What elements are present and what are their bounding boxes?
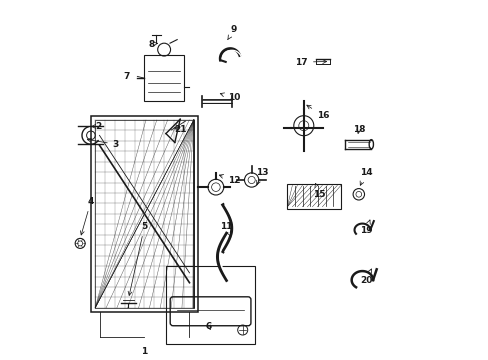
Text: 4: 4 (80, 197, 94, 235)
Text: 20: 20 (359, 269, 371, 284)
Text: 13: 13 (256, 168, 268, 185)
Text: 16: 16 (306, 105, 328, 120)
Text: 10: 10 (220, 93, 240, 102)
Text: 1: 1 (141, 347, 147, 356)
Text: 21: 21 (174, 126, 186, 135)
Text: 12: 12 (219, 175, 240, 185)
Text: 5: 5 (128, 222, 147, 296)
Text: 8: 8 (148, 40, 157, 49)
Text: 9: 9 (227, 26, 237, 40)
Text: 11: 11 (220, 222, 232, 237)
Text: 7: 7 (123, 72, 129, 81)
Text: 15: 15 (313, 183, 325, 199)
Text: 6: 6 (205, 322, 211, 331)
Text: 3: 3 (87, 138, 119, 149)
Text: 2: 2 (91, 122, 101, 131)
Text: 17: 17 (295, 58, 326, 67)
Text: 14: 14 (359, 168, 371, 185)
Text: 19: 19 (359, 220, 371, 234)
Text: 18: 18 (352, 126, 365, 135)
